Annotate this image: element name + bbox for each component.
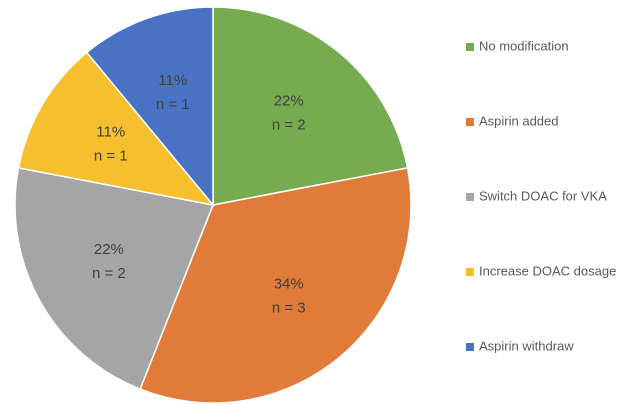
legend-label: No modification bbox=[479, 38, 569, 53]
pie-slice bbox=[17, 51, 215, 207]
value-label: 11% bbox=[96, 123, 125, 140]
legend-marker bbox=[466, 43, 474, 51]
value-label: 34% bbox=[274, 276, 304, 293]
legend-marker bbox=[466, 118, 474, 126]
pie-slice bbox=[14, 167, 215, 391]
value-label: 22% bbox=[274, 92, 304, 109]
count-label: n = 1 bbox=[156, 96, 190, 113]
legend-label: Aspirin withdraw bbox=[479, 338, 574, 353]
legend-marker bbox=[466, 268, 474, 276]
legend-marker bbox=[466, 343, 474, 351]
count-label: n = 2 bbox=[272, 116, 306, 133]
value-label: 11% bbox=[158, 72, 187, 89]
count-label: n = 3 bbox=[272, 300, 306, 317]
count-label: n = 2 bbox=[92, 265, 126, 282]
legend-label: Switch DOAC for VKA bbox=[479, 188, 607, 203]
pie-slice bbox=[85, 6, 214, 208]
legend-label: Aspirin added bbox=[479, 113, 559, 128]
value-label: 22% bbox=[94, 241, 124, 258]
legend-label: Increase DOAC dosage bbox=[479, 263, 616, 278]
legend-marker bbox=[466, 193, 474, 201]
pie-slice bbox=[139, 167, 412, 404]
count-label: n = 1 bbox=[94, 147, 128, 164]
pie-slice bbox=[212, 6, 409, 206]
